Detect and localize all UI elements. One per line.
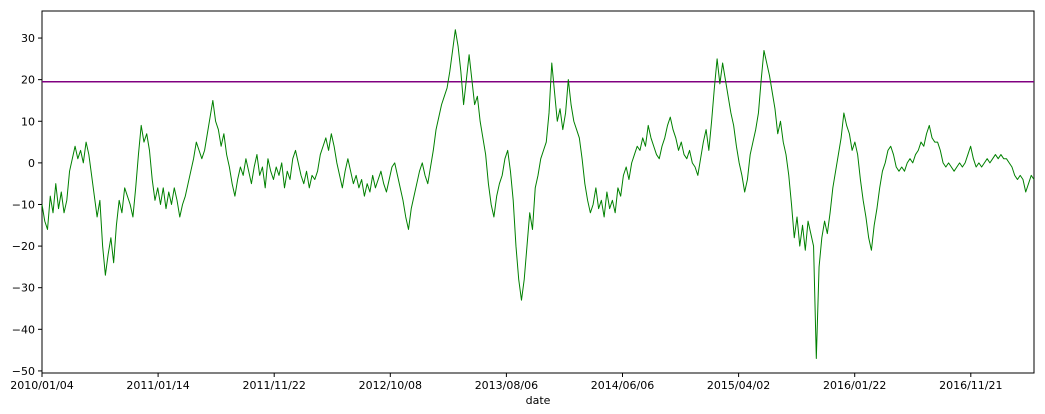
y-tick-label: 10 [21, 115, 35, 128]
x-tick-label: 2015/04/02 [707, 379, 770, 392]
x-tick-label: 2016/11/21 [939, 379, 1002, 392]
plot-area [41, 10, 1035, 374]
y-tick-label: −50 [12, 365, 35, 378]
series-line-0 [41, 29, 1035, 359]
x-tick-label: 2011/11/22 [242, 379, 305, 392]
x-tick-label: 2011/01/14 [126, 379, 189, 392]
x-axis: 2010/01/04 2011/01/14 2011/11/22 2012/10/08… [10, 373, 1003, 392]
y-tick-label: −20 [12, 240, 35, 253]
y-tick-label: −10 [12, 198, 35, 211]
y-tick-label: −40 [12, 323, 35, 336]
x-tick-label: 2016/01/22 [823, 379, 886, 392]
x-axis-label: date [526, 394, 551, 407]
plot-frame [41, 10, 1035, 374]
series-group [41, 29, 1035, 359]
y-tick-label: −30 [12, 282, 35, 295]
x-tick-label: 2013/08/06 [475, 379, 538, 392]
x-tick-label: 2012/10/08 [359, 379, 422, 392]
y-tick-label: 30 [21, 32, 35, 45]
y-axis: −50 −40 −30 −20 −10 0 10 20 30 [12, 32, 42, 378]
y-tick-label: 0 [28, 157, 35, 170]
x-tick-label: 2014/06/06 [591, 379, 654, 392]
x-tick-label: 2010/01/04 [10, 379, 73, 392]
y-tick-label: 20 [21, 74, 35, 87]
